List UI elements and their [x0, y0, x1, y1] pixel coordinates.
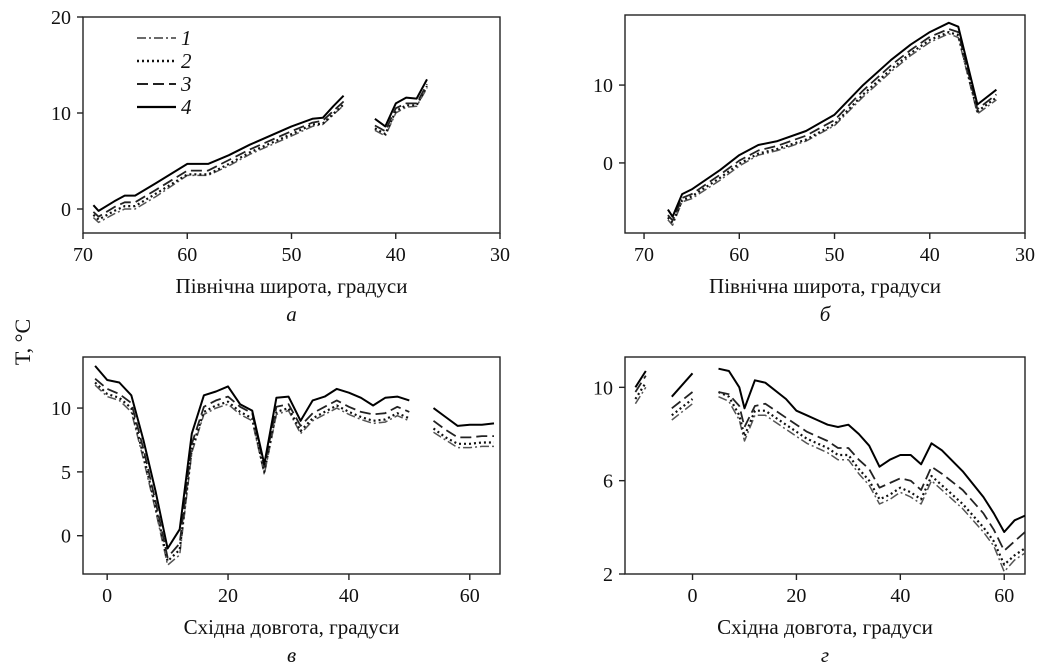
x-tick-label: 20: [786, 585, 806, 607]
y-tick-label: 10: [593, 75, 613, 97]
x-tick-label: 70: [634, 244, 654, 266]
y-axis-title: T, °C: [10, 319, 35, 365]
x-tick-label: 20: [218, 585, 238, 607]
series-group: [668, 23, 997, 225]
x-axis-title: Північна широта, градуси: [709, 274, 941, 298]
y-tick-label: 10: [51, 398, 71, 420]
y-tick-label: 6: [603, 471, 613, 493]
x-tick-label: 50: [282, 244, 302, 266]
x-tick-label: 40: [386, 244, 406, 266]
legend-label-3: 3: [180, 72, 192, 96]
y-tick-label: 0: [603, 153, 613, 175]
series-line-2: [95, 383, 409, 562]
chart-panel-1: 70 60 50 40 30 0 10 20 Північна широта, градуси а…: [51, 7, 510, 326]
y-tick-label: 2: [603, 564, 613, 586]
panel-letter: а: [286, 302, 297, 326]
y-tick-label: 10: [51, 103, 71, 125]
panel-letter: б: [820, 302, 832, 326]
series-line-4: [672, 373, 693, 396]
plot-frame: [83, 17, 500, 233]
series-line-4: [93, 96, 343, 211]
x-axis-title: Східна довгота, градуси: [717, 615, 933, 639]
y-tick-label: 0: [61, 199, 71, 221]
panel-letter: г: [821, 643, 829, 663]
y-tick-label: 20: [51, 7, 71, 29]
chart-panel-2: 70 60 50 40 30 0 10 Північна широта, градуси б: [593, 15, 1035, 326]
x-tick-label: 50: [825, 244, 845, 266]
x-tick-label: 0: [102, 585, 112, 607]
x-tick-label: 40: [920, 244, 940, 266]
series-line-4: [719, 369, 1026, 532]
series-group: [635, 369, 1025, 572]
panel-letter: в: [287, 643, 296, 663]
chart-panel-4: 0 20 40 60 2 6 10 Східна довгота, градуси г: [593, 357, 1025, 663]
series-line-2: [719, 392, 1026, 565]
x-tick-label: 30: [490, 244, 510, 266]
series-group: [93, 79, 427, 222]
chart-panel-3: 0 20 40 60 0 5 10 Східна довгота, градуси в: [51, 357, 500, 663]
series-line-1: [93, 105, 343, 222]
legend-label-2: 2: [181, 49, 192, 73]
series-line-4: [668, 23, 997, 217]
legend-label-1: 1: [181, 26, 192, 50]
x-tick-label: 40: [890, 585, 910, 607]
y-tick-label: 5: [61, 462, 71, 484]
plot-frame: [625, 357, 1025, 574]
x-tick-label: 70: [73, 244, 93, 266]
series-group: [95, 366, 494, 565]
legend-label-4: 4: [181, 95, 192, 119]
y-tick-label: 0: [61, 526, 71, 548]
series-line-3: [95, 379, 409, 558]
y-tick-label: 10: [593, 377, 613, 399]
x-tick-label: 60: [994, 585, 1014, 607]
series-line-1: [668, 34, 997, 226]
x-tick-label: 60: [460, 585, 480, 607]
x-tick-label: 60: [729, 244, 749, 266]
series-line-2: [668, 32, 997, 223]
series-line-2: [672, 399, 693, 415]
x-tick-label: 40: [339, 585, 359, 607]
x-tick-label: 0: [688, 585, 698, 607]
x-tick-label: 30: [1015, 244, 1035, 266]
x-axis-title: Північна широта, градуси: [176, 274, 408, 298]
x-axis-title: Східна довгота, градуси: [184, 615, 400, 639]
series-line-4: [434, 408, 495, 426]
x-tick-label: 60: [177, 244, 197, 266]
plot-frame: [83, 357, 500, 574]
